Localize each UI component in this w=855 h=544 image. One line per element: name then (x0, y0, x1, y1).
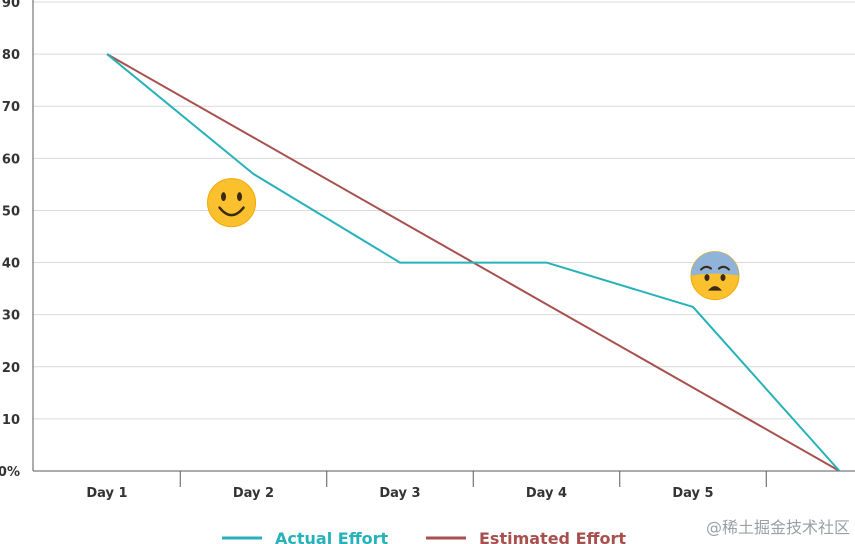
smiley-face-icon (207, 178, 257, 228)
x-tick-label: Day 5 (672, 486, 713, 501)
y-tick-label: 30 (2, 309, 20, 324)
gridlines (33, 1, 855, 420)
series-line (106, 53, 841, 472)
x-tick-label: Day 1 (86, 486, 127, 501)
y-tick-label: 20 (2, 361, 20, 376)
x-tick-label: Day 3 (379, 486, 420, 501)
x-tick-label: Day 4 (526, 486, 567, 501)
y-tick-label: 50 (2, 204, 20, 219)
series-lines (106, 53, 841, 472)
y-tick-label: 90 (2, 0, 20, 11)
y-tick-label: 40 (2, 257, 20, 272)
y-tick-label: 70 (2, 100, 20, 115)
y-tick-label: 10 (2, 413, 20, 428)
y-tick-label: 80 (2, 48, 20, 63)
legend-label: Actual Effort (275, 529, 389, 544)
x-tick-label: Day 2 (233, 486, 274, 501)
y-tick-label: 60 (2, 152, 20, 167)
x-axis-tick-labels: Day 1 Day 2 Day 3 Day 4 Day 5 (86, 486, 713, 501)
y-axis-tick-labels: 0% 10 20 30 40 50 60 70 80 90 (0, 0, 20, 480)
anxious-face-icon (690, 251, 740, 301)
legend-label: Estimated Effort (479, 529, 626, 544)
axes (32, 0, 855, 487)
legend: Actual Effort Estimated Effort (222, 529, 626, 544)
watermark: @稀土掘金技术社区 (706, 518, 850, 537)
y-tick-label: 0% (0, 465, 20, 480)
emoji-annotations (207, 178, 740, 301)
